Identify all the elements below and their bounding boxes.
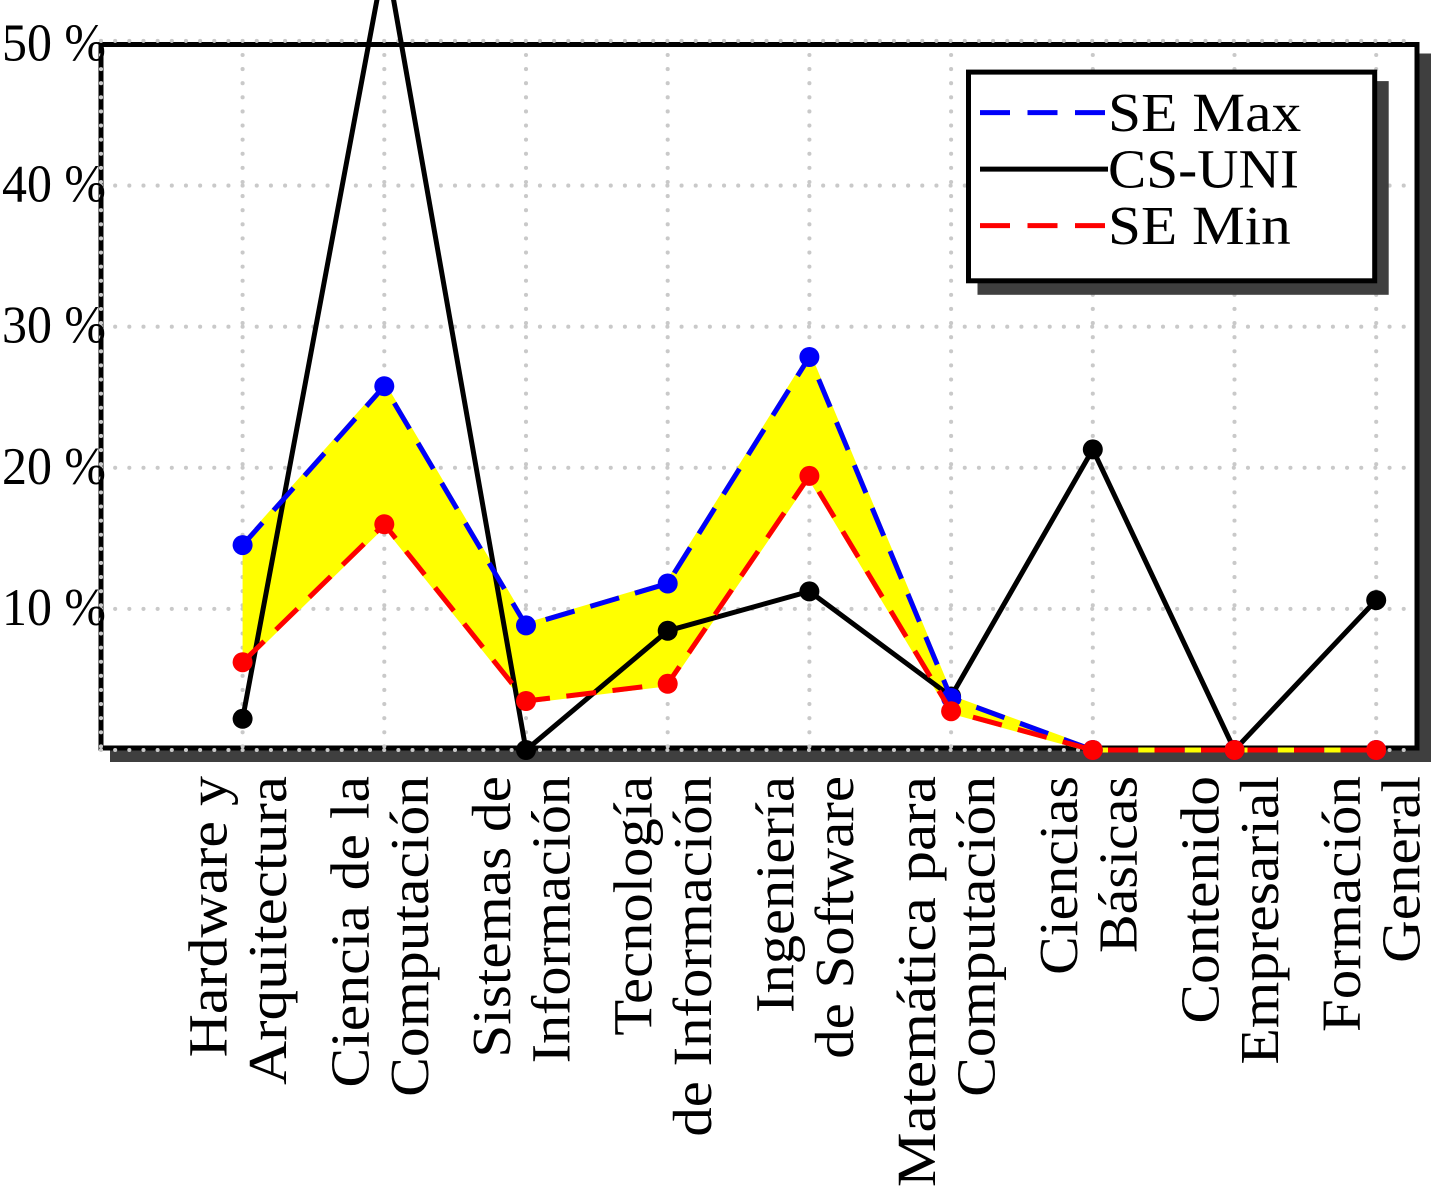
svg-text:Computación: Computación xyxy=(946,776,1007,1097)
svg-text:de Información: de Información xyxy=(662,776,723,1137)
svg-text:Sistemas de: Sistemas de xyxy=(461,776,522,1058)
svg-text:SE Min: SE Min xyxy=(1108,195,1291,256)
svg-text:40 %: 40 % xyxy=(2,156,106,214)
svg-text:Computación: Computación xyxy=(379,776,440,1097)
svg-text:Arquitectura: Arquitectura xyxy=(237,776,298,1085)
svg-text:30 %: 30 % xyxy=(2,297,106,355)
svg-text:Hardware y: Hardware y xyxy=(178,775,239,1057)
svg-text:SE Max: SE Max xyxy=(1108,82,1301,143)
svg-text:CS-UNI: CS-UNI xyxy=(1108,139,1299,200)
svg-text:Contenido: Contenido xyxy=(1170,776,1231,1024)
svg-text:Matemática para: Matemática para xyxy=(886,776,947,1187)
svg-text:50 %: 50 % xyxy=(2,15,106,73)
svg-text:de Software: de Software xyxy=(804,776,865,1059)
svg-text:Información: Información xyxy=(521,776,582,1063)
svg-text:Ingeniería: Ingeniería xyxy=(744,776,805,1013)
svg-text:Básicas: Básicas xyxy=(1087,776,1148,953)
svg-text:Ciencia de la: Ciencia de la xyxy=(319,776,380,1088)
svg-text:Ciencias: Ciencias xyxy=(1028,776,1089,975)
svg-text:20 %: 20 % xyxy=(2,438,106,496)
svg-text:10 %: 10 % xyxy=(2,579,106,637)
svg-text:Empresarial: Empresarial xyxy=(1229,776,1290,1065)
svg-text:General: General xyxy=(1371,776,1432,963)
svg-text:Formación: Formación xyxy=(1311,776,1372,1032)
svg-text:Tecnología: Tecnología xyxy=(603,776,664,1036)
